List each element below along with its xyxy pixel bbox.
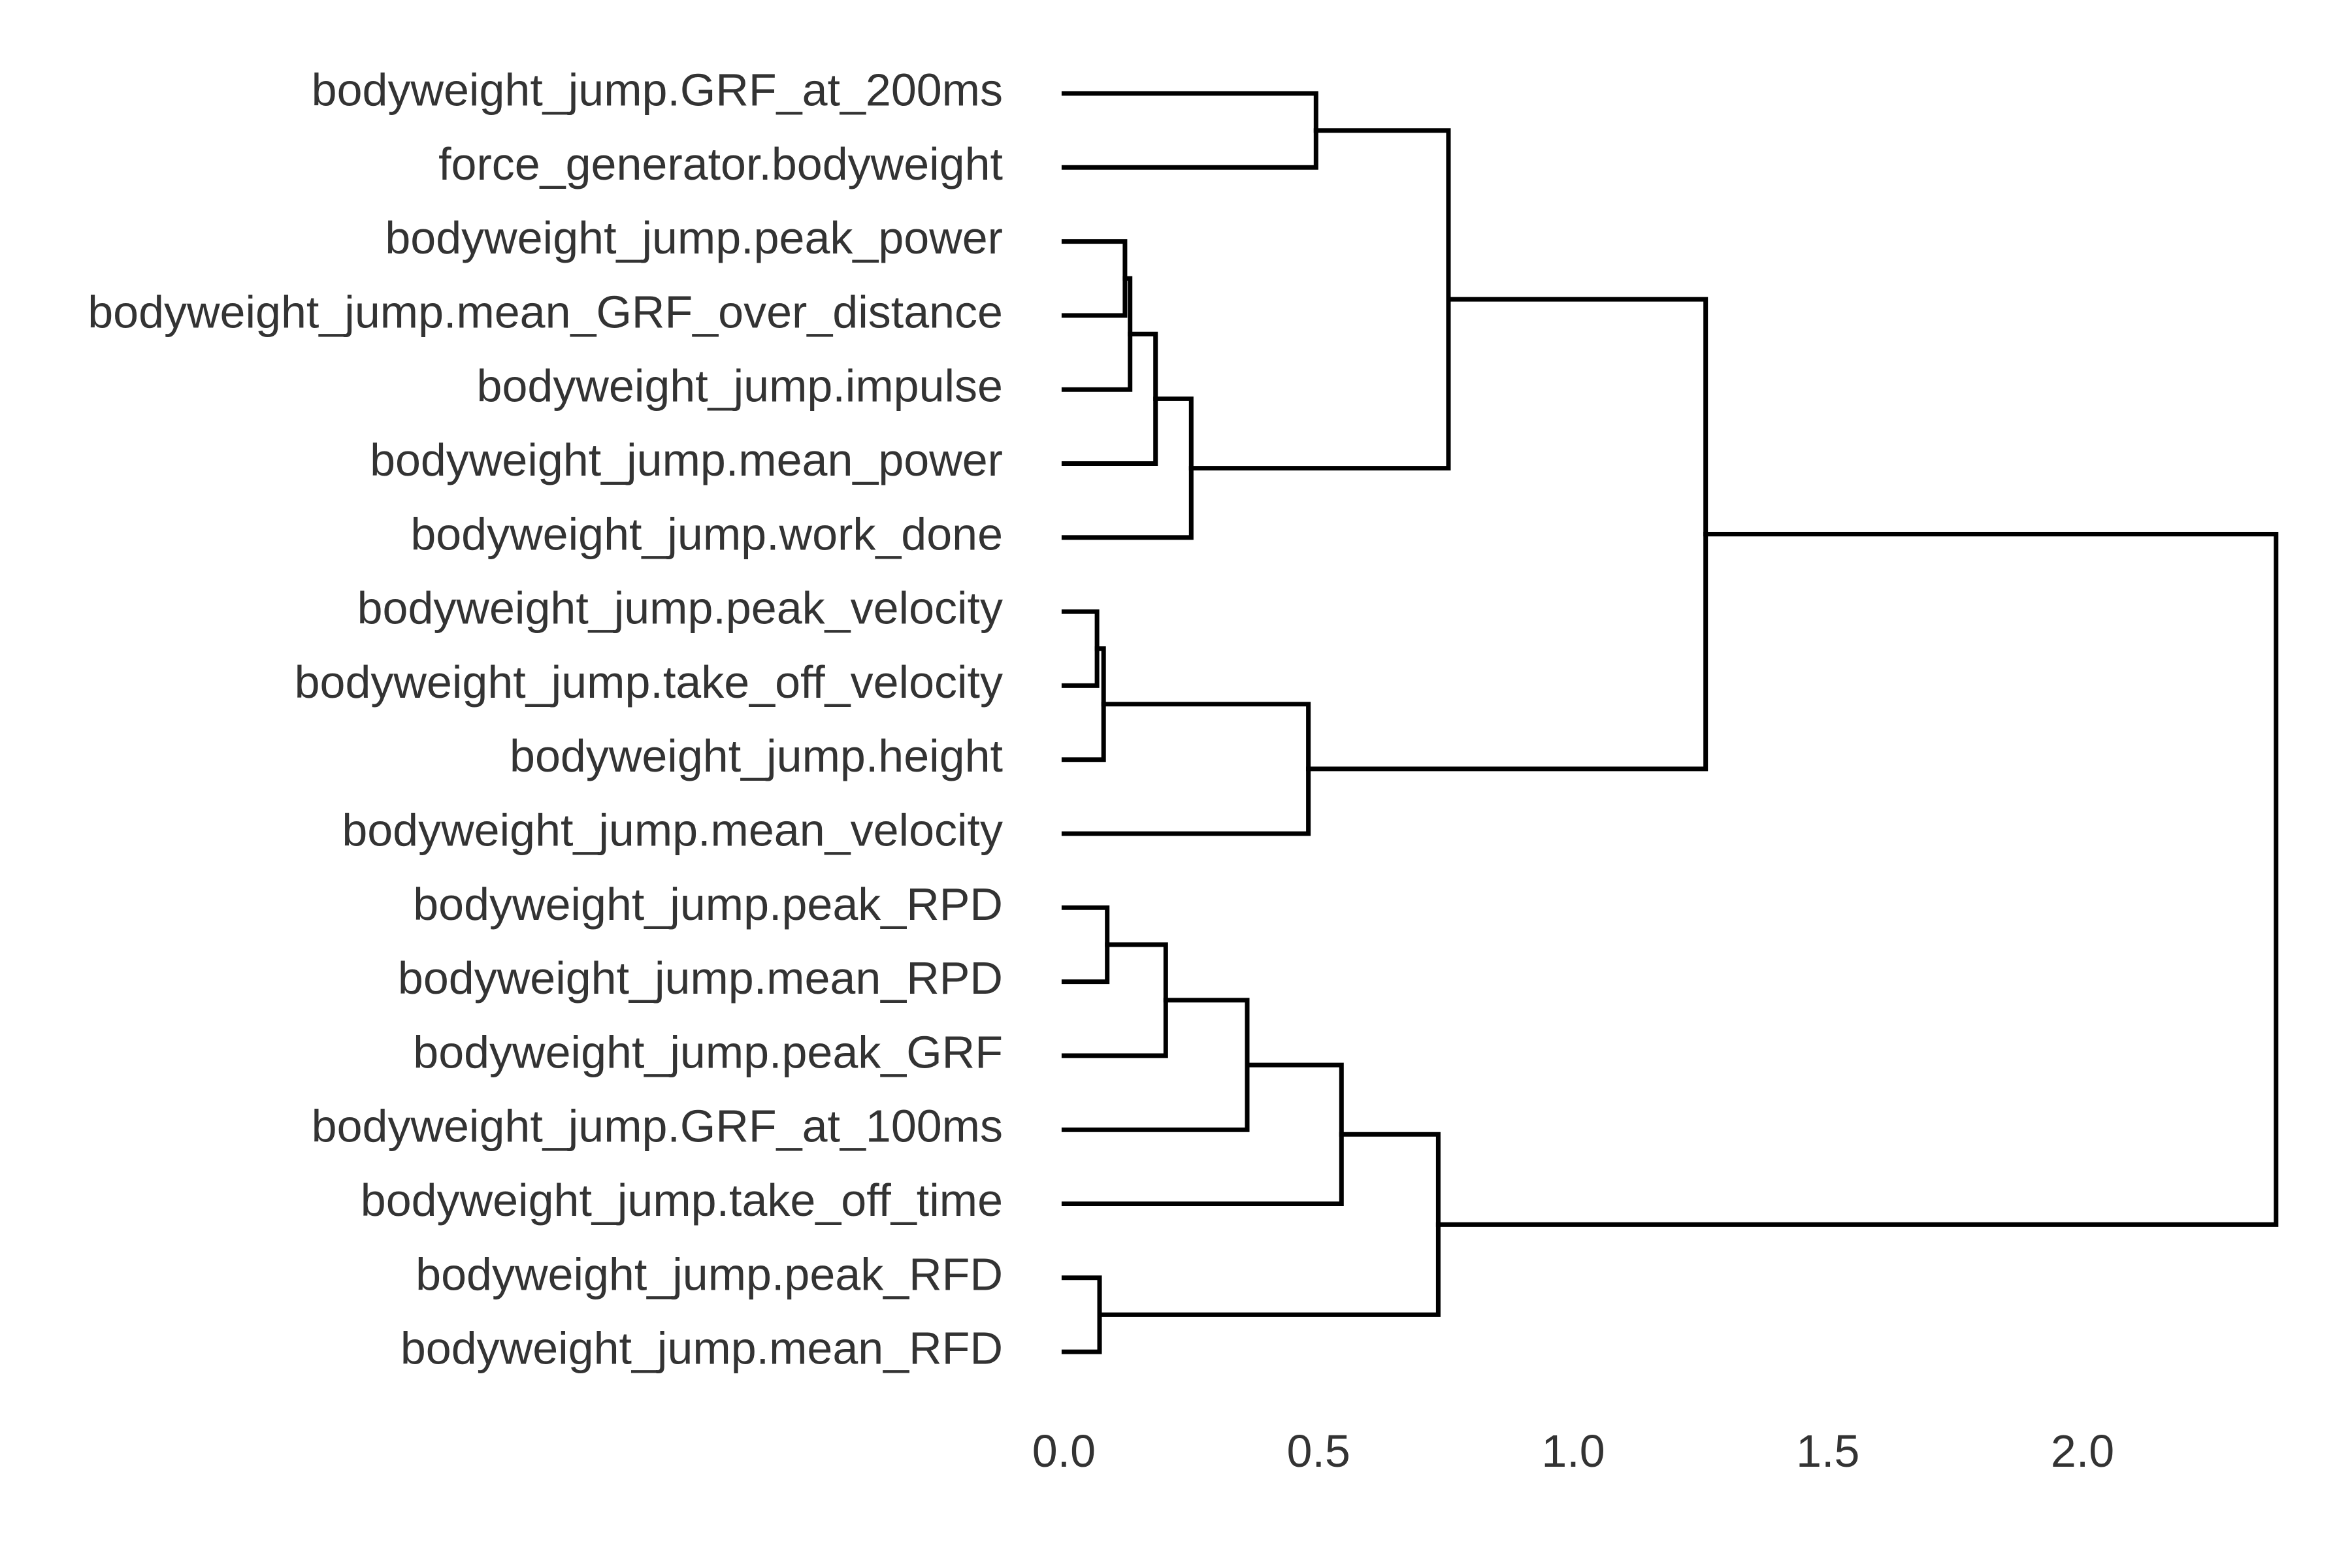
dendrogram-link (1061, 942, 1168, 1058)
leaf-label: bodyweight_jump.work_done (410, 508, 1003, 559)
dendrogram-link (1435, 532, 2279, 1227)
leaf-label: bodyweight_jump.mean_velocity (342, 804, 1003, 855)
dendrogram-link (1188, 128, 1451, 471)
dendrogram-link (1061, 276, 1133, 392)
dendrogram-link (1306, 297, 1708, 772)
dendrogram-link (1061, 702, 1311, 836)
leaf-label: bodyweight_jump.GRF_at_100ms (312, 1101, 1003, 1152)
dendrogram-link (1061, 396, 1194, 540)
leaf-label: bodyweight_jump.mean_RFD (400, 1323, 1003, 1374)
x-tick-label: 1.5 (1796, 1426, 1859, 1477)
leaf-label: bodyweight_jump.mean_power (370, 434, 1003, 485)
dendrogram-links (1061, 91, 2279, 1354)
dendrogram-link (1061, 91, 1318, 170)
leaf-label: bodyweight_jump.peak_GRF (413, 1026, 1003, 1077)
leaf-label: bodyweight_jump.peak_RFD (416, 1249, 1003, 1299)
leaf-label: bodyweight_jump.peak_RPD (413, 879, 1003, 930)
x-tick-label: 1.0 (1541, 1426, 1605, 1477)
leaf-label: bodyweight_jump.height (510, 730, 1003, 781)
dendrogram-link (1061, 331, 1158, 466)
leaf-label: bodyweight_jump.peak_power (385, 212, 1003, 263)
leaf-label: bodyweight_jump.impulse (477, 361, 1003, 412)
x-tick-label: 0.0 (1032, 1426, 1096, 1477)
x-tick-label: 0.5 (1287, 1426, 1350, 1477)
dendrogram-link (1061, 998, 1250, 1132)
dendrogram-link (1061, 905, 1110, 985)
leaf-label: bodyweight_jump.mean_RPD (398, 953, 1003, 1004)
leaf-label: bodyweight_jump.mean_GRF_over_distance (88, 286, 1003, 337)
leaf-labels: bodyweight_jump.GRF_at_200ms force_genera… (88, 64, 1003, 1373)
dendrogram-link (1061, 1062, 1344, 1206)
dendrogram-link (1097, 1132, 1441, 1317)
dendrogram-link (1061, 1275, 1102, 1354)
leaf-label: bodyweight_jump.take_off_time (361, 1175, 1003, 1226)
leaf-label: force_generator.bodyweight (438, 139, 1003, 189)
dendrogram-link (1061, 239, 1128, 318)
dendrogram-link (1061, 609, 1100, 688)
x-axis: 0.0 0.5 1.0 1.5 2.0 (1032, 1426, 2114, 1477)
x-tick-label: 2.0 (2051, 1426, 2114, 1477)
leaf-label: bodyweight_jump.take_off_velocity (295, 657, 1003, 708)
leaf-label: bodyweight_jump.GRF_at_200ms (312, 64, 1003, 115)
leaf-label: bodyweight_jump.peak_velocity (357, 583, 1003, 634)
